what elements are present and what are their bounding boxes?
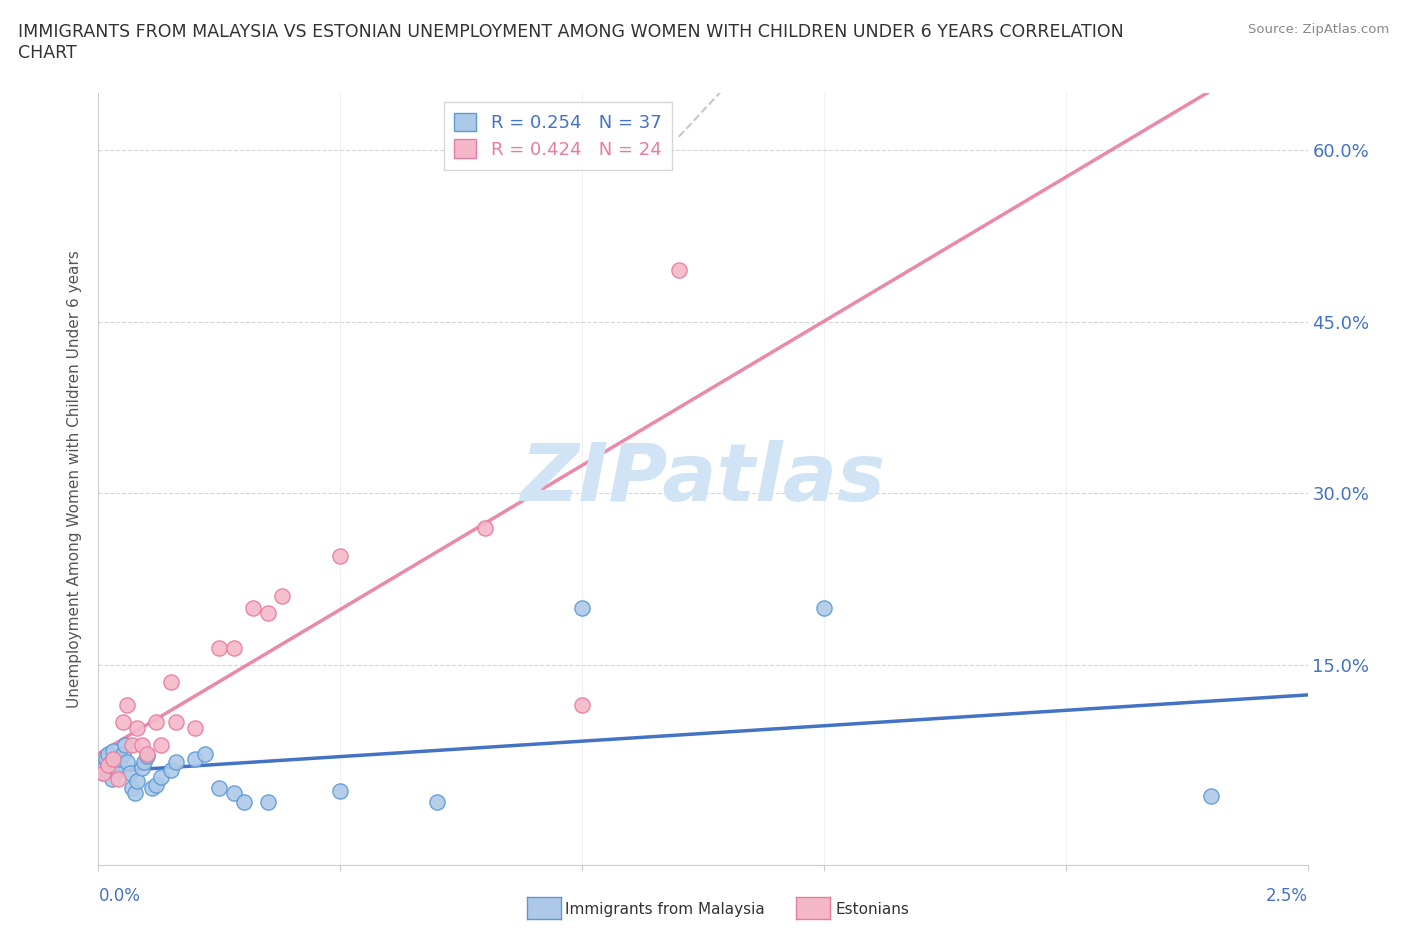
Point	[208, 640, 231, 655]
Point	[96, 763, 118, 777]
Point	[813, 600, 835, 615]
Point	[145, 777, 167, 792]
Point	[165, 754, 187, 769]
Point	[232, 794, 254, 809]
Point	[184, 751, 207, 766]
Point	[242, 600, 264, 615]
Point	[93, 760, 115, 775]
Point	[97, 747, 120, 762]
Point	[135, 747, 157, 762]
Text: CHART: CHART	[18, 44, 77, 61]
Text: Immigrants from Malaysia: Immigrants from Malaysia	[565, 902, 765, 917]
Point	[571, 698, 593, 712]
Point	[91, 766, 114, 781]
Point	[100, 754, 122, 769]
Point	[329, 783, 352, 798]
Point	[474, 520, 496, 535]
Point	[668, 263, 690, 278]
Point	[124, 786, 146, 801]
Legend: R = 0.254   N = 37, R = 0.424   N = 24: R = 0.254 N = 37, R = 0.424 N = 24	[444, 102, 672, 169]
Point	[165, 714, 187, 729]
Point	[571, 600, 593, 615]
Point	[127, 774, 149, 789]
Point	[222, 786, 245, 801]
Text: ZIPatlas: ZIPatlas	[520, 440, 886, 518]
Point	[160, 763, 183, 777]
Point	[184, 720, 207, 735]
Point	[104, 760, 127, 775]
Point	[145, 714, 167, 729]
Point	[271, 589, 294, 604]
Point	[256, 605, 278, 620]
Point	[256, 794, 278, 809]
Point	[117, 754, 139, 769]
Point	[121, 781, 143, 796]
Text: Estonians: Estonians	[835, 902, 910, 917]
Point	[194, 747, 217, 762]
Point	[97, 758, 120, 773]
Point	[222, 640, 245, 655]
Text: Source: ZipAtlas.com: Source: ZipAtlas.com	[1249, 23, 1389, 36]
Point	[1199, 789, 1222, 804]
Point	[150, 769, 173, 784]
Text: 2.5%: 2.5%	[1265, 887, 1308, 906]
Point	[131, 760, 153, 775]
Point	[108, 751, 131, 766]
Point	[208, 781, 231, 796]
Point	[114, 737, 136, 752]
Point	[107, 772, 129, 787]
Point	[141, 781, 163, 796]
Point	[94, 751, 117, 766]
Point	[101, 772, 124, 787]
Point	[134, 754, 156, 769]
Point	[329, 549, 352, 564]
Point	[127, 720, 149, 735]
Text: IMMIGRANTS FROM MALAYSIA VS ESTONIAN UNEMPLOYMENT AMONG WOMEN WITH CHILDREN UNDE: IMMIGRANTS FROM MALAYSIA VS ESTONIAN UNE…	[18, 23, 1123, 41]
Point	[121, 737, 143, 752]
Point	[160, 674, 183, 689]
Text: 0.0%: 0.0%	[98, 887, 141, 906]
Point	[117, 698, 139, 712]
Y-axis label: Unemployment Among Women with Children Under 6 years: Unemployment Among Women with Children U…	[67, 250, 83, 708]
Point	[101, 751, 124, 766]
Point	[131, 737, 153, 752]
Point	[426, 794, 449, 809]
Point	[91, 766, 114, 781]
Point	[111, 714, 134, 729]
Point	[101, 743, 124, 758]
Point	[150, 737, 173, 752]
Point	[118, 766, 141, 781]
Point	[107, 763, 129, 777]
Point	[135, 749, 157, 764]
Point	[111, 747, 134, 762]
